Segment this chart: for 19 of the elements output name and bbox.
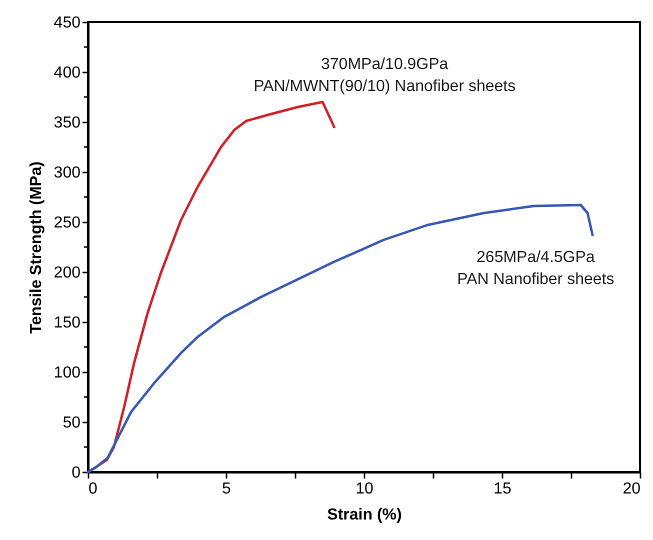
y-axis-title: Tensile Strength (MPa) bbox=[28, 161, 45, 334]
annotation: 265MPa/4.5GPa PAN Nanofiber sheets bbox=[457, 249, 614, 288]
y-tick-label: 300 bbox=[54, 164, 81, 182]
x-tick-label: 0 bbox=[88, 480, 98, 498]
x-axis-title: Strain (%) bbox=[327, 506, 402, 524]
y-tick-label: 0 bbox=[72, 464, 81, 482]
x-tick-label: 10 bbox=[356, 480, 374, 498]
y-tick-label: 100 bbox=[54, 364, 81, 382]
x-tick-label: 20 bbox=[622, 480, 641, 498]
y-tick-label: 50 bbox=[62, 414, 81, 432]
y-tick-label: 250 bbox=[54, 214, 81, 232]
y-tick-label: 200 bbox=[54, 264, 81, 282]
x-tick-label: 15 bbox=[494, 480, 512, 498]
y-tick-label: 350 bbox=[54, 114, 81, 132]
y-tick-label: 450 bbox=[54, 14, 81, 32]
y-tick-label: 400 bbox=[54, 64, 81, 82]
y-tick-label: 150 bbox=[54, 314, 81, 332]
x-tick-label: 5 bbox=[222, 480, 232, 498]
annotation: 370MPa/10.9GPa PAN/MWNT(90/10) Nanofiber sheets bbox=[254, 56, 516, 95]
